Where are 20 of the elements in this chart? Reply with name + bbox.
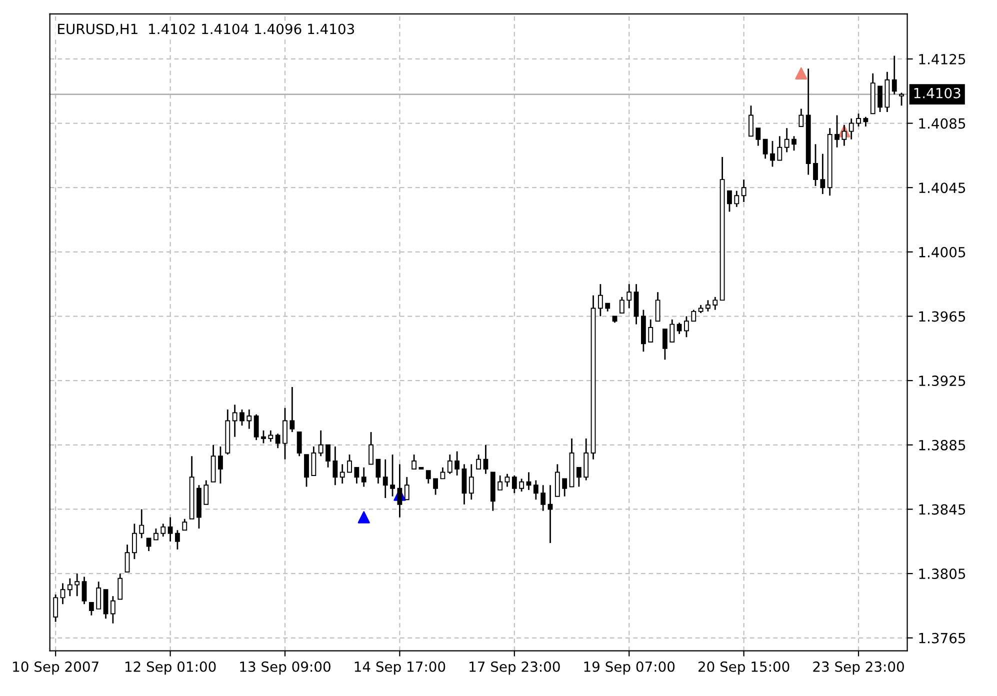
y-tick-label: 1.3885 xyxy=(919,440,966,450)
y-tick-label: 1.3845 xyxy=(919,504,966,515)
x-tick-label: 20 Sep 15:00 xyxy=(698,661,790,675)
x-tick-label: 10 Sep 2007 xyxy=(13,661,98,675)
x-tick-label: 13 Sep 09:00 xyxy=(240,661,330,675)
x-tick-label: 12 Sep 01:00 xyxy=(125,661,216,675)
ref-line-label: 1.4103 xyxy=(914,88,960,98)
y-tick-label: 1.4125 xyxy=(919,54,966,64)
y-tick-label: 1.3925 xyxy=(919,376,966,386)
x-tick-label: 19 Sep 07:00 xyxy=(584,661,675,675)
text: EURUSD,H1 1.4102 1.4104 1.4096 1.4103 xyxy=(58,24,354,36)
y-tick-label: 1.4085 xyxy=(919,118,966,129)
y-tick-label: 1.3965 xyxy=(919,311,966,322)
x-tick-label: 14 Sep 17:00 xyxy=(354,661,446,675)
y-tick-label: 1.4005 xyxy=(919,246,966,258)
y-tick-label: 1.3805 xyxy=(919,568,966,580)
y-tick-label: 1.3765 xyxy=(919,632,966,644)
y-tick-label: 1.4045 xyxy=(919,182,966,194)
x-tick-label: 23 Sep 23:00 xyxy=(813,661,904,675)
x-tick-label: 17 Sep 23:00 xyxy=(470,661,560,675)
